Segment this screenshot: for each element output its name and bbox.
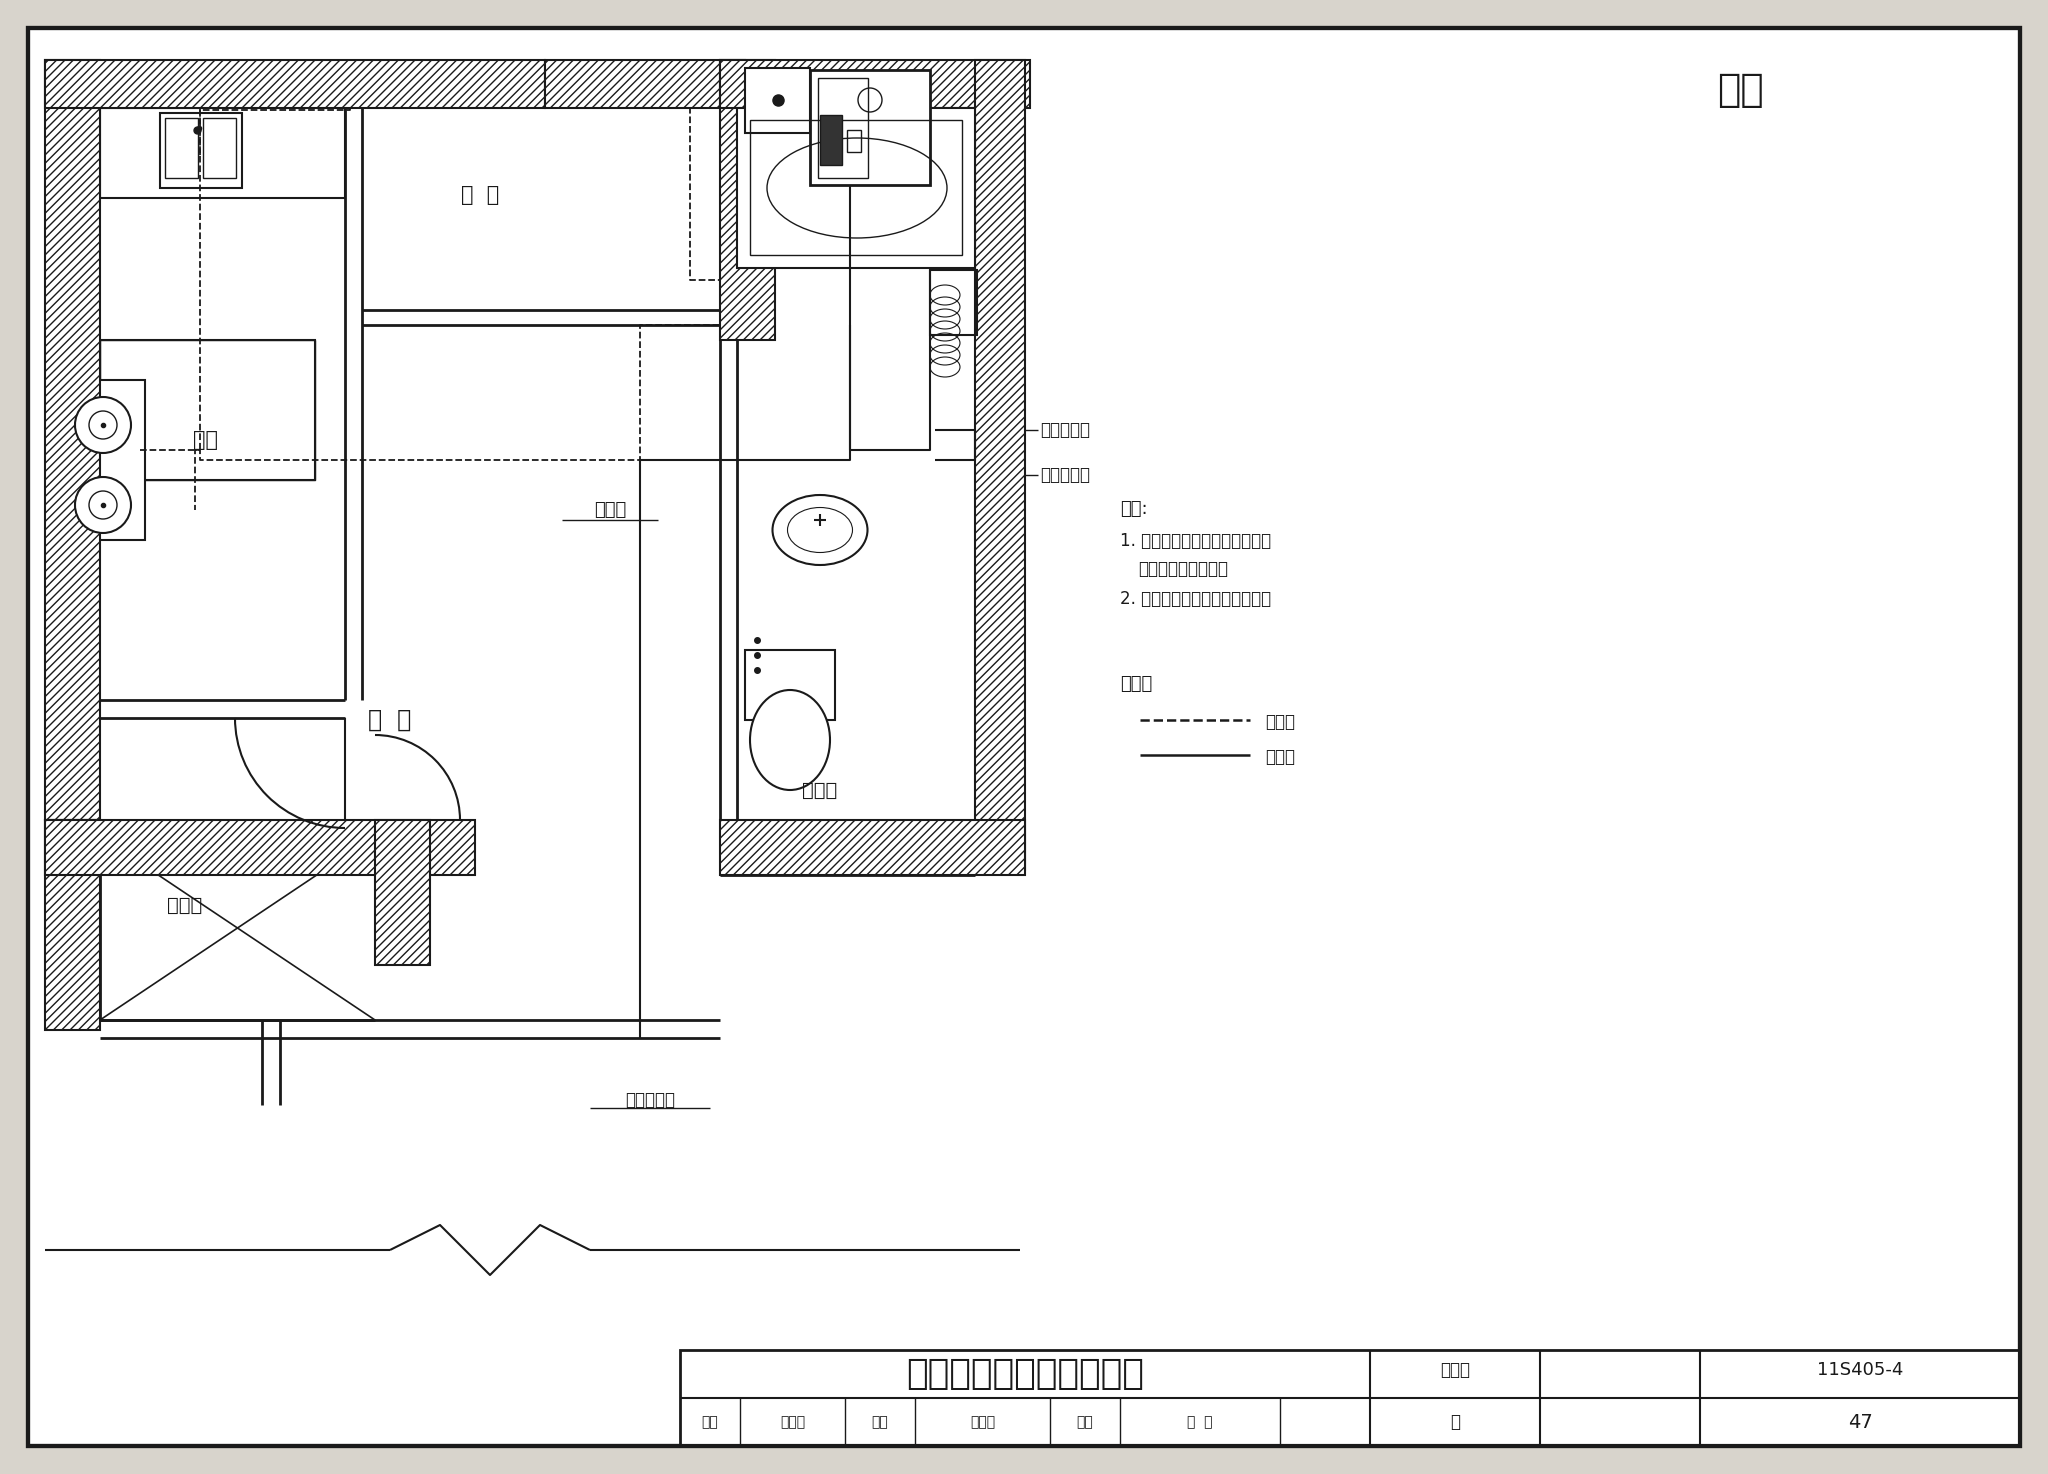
Text: 图例：: 图例： [1120,675,1153,693]
Bar [545,60,745,108]
Text: 冷水管: 冷水管 [1266,747,1294,766]
Text: 一厨一卫工程实例（一）: 一厨一卫工程实例（一） [905,1358,1145,1391]
Ellipse shape [772,495,868,565]
Bar [680,1350,2019,1446]
Ellipse shape [750,690,829,790]
Text: 页: 页 [1450,1414,1460,1431]
Text: 审核: 审核 [702,1415,719,1428]
Circle shape [76,397,131,453]
Bar [45,820,100,1030]
Bar [100,108,344,198]
Bar [721,60,774,340]
Text: 11S405-4: 11S405-4 [1817,1361,1903,1380]
Text: 附录: 附录 [1716,71,1763,109]
Text: 水器设于卫生间内。: 水器设于卫生间内。 [1139,560,1229,578]
Bar [721,820,1024,876]
Text: 2. 冷水进水管接自分户水表后。: 2. 冷水进水管接自分户水表后。 [1120,590,1272,607]
Bar [59,380,145,539]
Bar [45,820,475,876]
Bar [45,60,100,820]
Text: 赵  昱: 赵 昱 [1188,1415,1212,1428]
Text: 图集号: 图集号 [1440,1361,1470,1380]
Bar [100,340,315,481]
Bar [975,60,1024,870]
Bar [819,115,842,165]
Text: 栾要俊: 栾要俊 [971,1415,995,1428]
Text: 47: 47 [1847,1412,1872,1431]
Bar [811,69,930,186]
Text: 储藏室: 储藏室 [168,896,203,914]
Bar [750,119,963,255]
Circle shape [76,478,131,534]
Bar [721,60,1030,108]
Bar [100,340,315,481]
Bar [166,118,199,178]
Text: 阳  台: 阳 台 [461,186,500,205]
Bar [745,650,836,719]
Text: 说明:: 说明: [1120,500,1147,517]
Text: 热水分水器: 热水分水器 [1040,422,1090,439]
Text: 校对: 校对 [872,1415,889,1428]
Bar [817,78,868,178]
Bar [203,118,236,178]
Bar [745,68,811,133]
Bar [45,60,545,108]
Text: 冷水进水管: 冷水进水管 [625,1091,676,1108]
Text: 应明康: 应明康 [780,1415,805,1428]
Text: 卫生间: 卫生间 [803,781,838,799]
Text: 1. 本实例分水器设于吊顶内，热: 1. 本实例分水器设于吊顶内，热 [1120,532,1272,550]
Bar [160,113,242,189]
Bar [848,130,860,152]
Text: 餐  厅: 餐 厅 [369,708,412,733]
Bar [930,270,977,335]
Bar [737,108,975,268]
Bar [375,820,430,965]
Text: 冷水分水器: 冷水分水器 [1040,466,1090,483]
Text: 厨房: 厨房 [193,430,217,450]
Text: 热水器: 热水器 [594,501,627,519]
Text: 热水管: 热水管 [1266,713,1294,731]
Text: 设计: 设计 [1077,1415,1094,1428]
